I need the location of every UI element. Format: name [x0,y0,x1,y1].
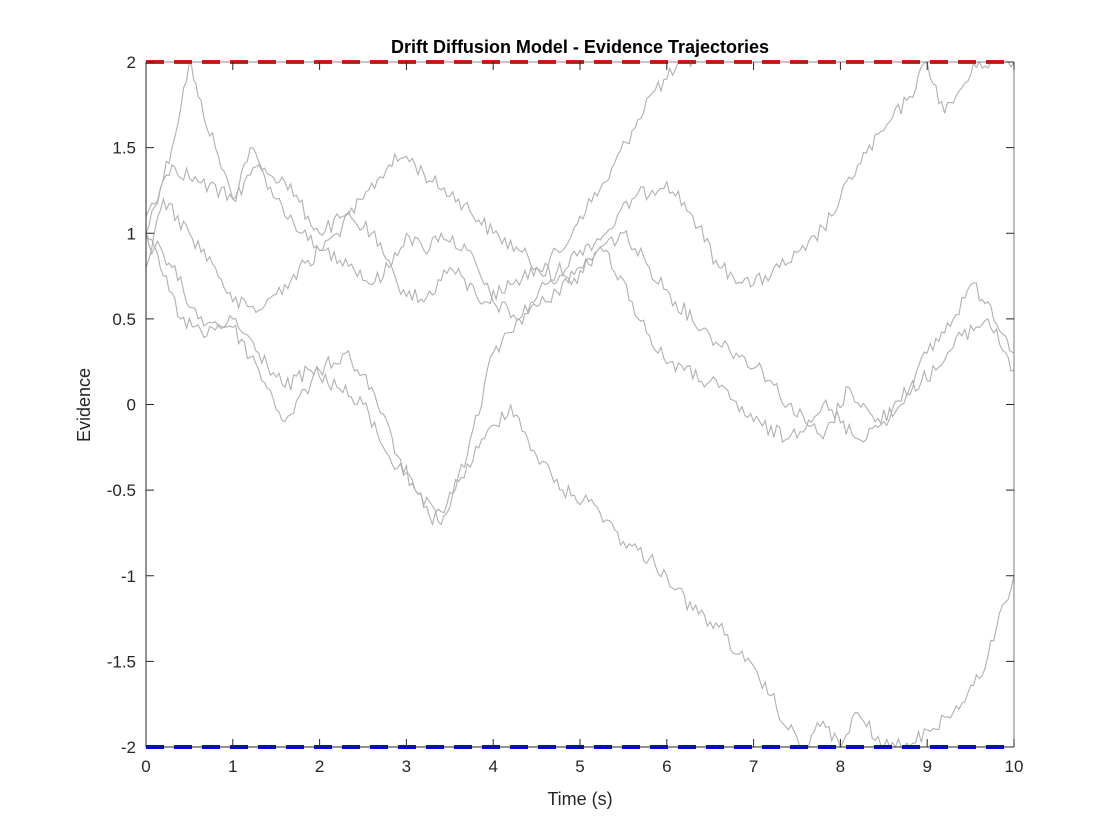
plot-background [146,62,1014,747]
trajectory-line-2 [145,60,1015,320]
x-tick-label: 7 [749,757,758,776]
chart-title: Drift Diffusion Model - Evidence Traject… [391,37,769,57]
y-tick-label: 0.5 [112,310,136,329]
y-tick-label: -1 [121,567,136,586]
y-tick-label: 1.5 [112,139,136,158]
y-tick-label: -0.5 [107,481,136,500]
x-tick-label: 10 [1005,757,1024,776]
trajectory-line-4 [145,233,1015,526]
trajectory-line-5 [145,233,1015,749]
x-tick-label: 4 [488,757,497,776]
y-tick-label: -1.5 [107,652,136,671]
x-tick-label: 8 [836,757,845,776]
trajectory-line-1 [145,60,694,273]
trajectory-layer [145,60,1015,749]
x-axis-label: Time (s) [547,789,612,809]
x-tick-label: 3 [402,757,411,776]
y-axis-label: Evidence [74,368,94,442]
trajectory-line-3 [145,163,1015,440]
y-tick-label: 1 [127,224,136,243]
y-tick-label: -2 [121,738,136,757]
y-tick-label: 0 [127,396,136,415]
x-tick-label: 0 [141,757,150,776]
x-tick-label: 2 [315,757,324,776]
axes-layer: 0 1 2 3 4 5 6 7 8 9 10 -2 -1.5 -1 -0.5 0 0.5 1 1.5 2 [107,53,1024,776]
x-tick-label: 1 [228,757,237,776]
plot-area [146,62,1014,747]
x-tick-label: 5 [575,757,584,776]
x-tick-label: 9 [922,757,931,776]
x-tick-label: 6 [662,757,671,776]
y-tick-label: 2 [127,53,136,72]
